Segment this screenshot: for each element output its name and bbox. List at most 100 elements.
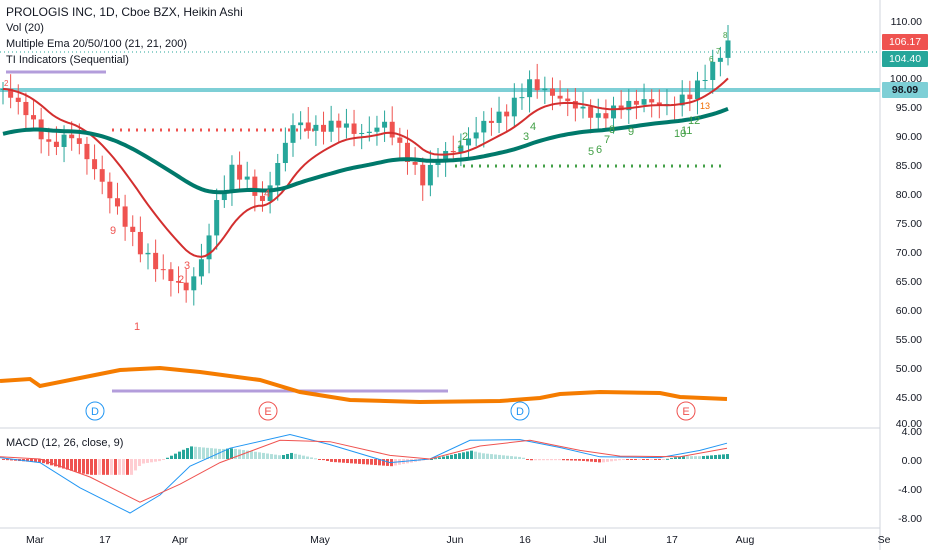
candle-body (435, 161, 441, 165)
seq-green-label: 10 (674, 128, 686, 140)
macd-bar (82, 459, 85, 474)
seq-green-label: 8 (609, 124, 615, 136)
candle-body (145, 252, 151, 255)
macd-bar (218, 448, 221, 459)
macd-bar (626, 459, 629, 460)
macd-bar (106, 459, 109, 475)
time-axis[interactable]: Mar 17 Apr May Jun 16 Jul 17 Aug Se (26, 534, 891, 546)
candle-body (191, 276, 197, 291)
macd-bar (510, 456, 513, 459)
macd-bar (562, 459, 565, 461)
candle-body (15, 97, 21, 102)
candle-body (450, 150, 456, 153)
seq-red-label: 4 (264, 188, 270, 200)
macd-bar (190, 446, 193, 459)
macd-bar (634, 459, 637, 460)
macd-bar (78, 459, 81, 473)
macd-bar (710, 455, 713, 459)
candle-body (420, 164, 426, 186)
vol-indicator[interactable]: Vol (20) (6, 22, 44, 34)
level-tag: 98.09 (882, 82, 928, 98)
macd-bar (306, 456, 309, 459)
seq-red-label: 9 (110, 225, 116, 237)
candle-body (107, 181, 113, 199)
seq-green-label: 11 (681, 125, 692, 137)
event-marker-d2[interactable]: D (510, 401, 530, 421)
macd-bar (350, 459, 353, 464)
macd-bar (638, 459, 641, 460)
macd-bar (34, 459, 37, 463)
macd-axis[interactable]: 4.00 0.00 -4.00 -8.00 (898, 426, 922, 525)
macd-bar (454, 453, 457, 459)
macd-tick: -4.00 (898, 484, 922, 496)
macd-bar (178, 451, 181, 459)
candle-body (275, 163, 281, 186)
price-tick: 80.00 (896, 189, 922, 201)
macd-bar (262, 452, 265, 459)
macd-bar (490, 454, 493, 459)
macd-bar (690, 456, 693, 459)
macd-bar (258, 452, 261, 459)
macd-bar (270, 454, 273, 459)
time-tick: May (310, 534, 331, 546)
macd-bar (114, 459, 117, 475)
macd-bar (62, 459, 65, 469)
candle-body (237, 164, 243, 180)
macd-bar (458, 453, 461, 459)
event-marker-e2[interactable]: E (676, 401, 696, 421)
macd-bar (174, 453, 177, 459)
price-tag-green: 104.40 (882, 51, 928, 67)
macd-bar (202, 447, 205, 459)
ema-indicator[interactable]: Multiple Ema 20/50/100 (21, 21, 200) (6, 38, 188, 50)
candle-body (99, 169, 105, 182)
candle-body (649, 99, 655, 103)
macd-bar (494, 454, 497, 459)
candle-body (336, 120, 342, 128)
macd-line (0, 433, 728, 514)
event-marker-e1[interactable]: E (258, 401, 278, 421)
seq-red-label: 2 (178, 274, 184, 286)
macd-bar (614, 459, 617, 461)
macd-bar (74, 459, 77, 472)
price-tick: 40.00 (896, 418, 922, 430)
chart-title[interactable]: PROLOGIS INC, 1D, Cboe BZX, Heikin Ashi (6, 5, 243, 19)
macd-bar (678, 456, 681, 459)
ti-indicator[interactable]: TI Indicators (Sequential) (6, 54, 129, 66)
seq-green-label: 7 (604, 134, 610, 146)
candle-body (687, 94, 693, 100)
macd-bar (686, 456, 689, 459)
macd-bar (158, 459, 161, 462)
macd-bar (534, 459, 537, 461)
candle-body (176, 281, 182, 283)
price-axis[interactable]: 110.00 100.00 95.00 90.00 85.00 80.00 75… (890, 16, 922, 430)
time-tick: Mar (26, 534, 45, 546)
candle-body (206, 235, 212, 260)
macd-bar (558, 459, 561, 461)
candle-body (267, 185, 273, 202)
macd-bar (42, 459, 45, 464)
candle-body (679, 94, 685, 106)
seq-green-label: 4 (530, 121, 536, 133)
macd-bar (250, 451, 253, 459)
candle-body (290, 125, 296, 143)
candle-body (137, 231, 143, 255)
candle-body (69, 134, 75, 139)
candle-body (404, 142, 410, 162)
macd-bar (54, 459, 57, 467)
event-marker-d1[interactable]: D (85, 401, 105, 421)
macd-bar (278, 455, 281, 459)
candle-body (641, 99, 647, 105)
macd-bar (610, 459, 613, 462)
candle-body (328, 120, 334, 132)
macd-bar (474, 451, 477, 459)
macd-bar (518, 456, 521, 459)
macd-indicator[interactable]: MACD (12, 26, close, 9) (6, 437, 124, 449)
macd-bar (726, 454, 729, 459)
candle-body (527, 79, 533, 98)
macd-bar (582, 459, 585, 461)
macd-bar (446, 455, 449, 459)
seq-top-label: 7 (716, 47, 721, 56)
candle-body (259, 195, 265, 202)
ema-line (2, 106, 729, 195)
